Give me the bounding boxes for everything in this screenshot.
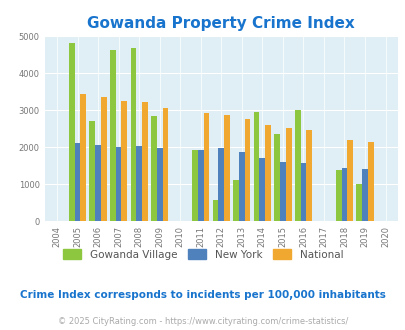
Bar	[259, 157, 264, 221]
Bar	[300, 163, 305, 221]
Bar	[341, 168, 347, 221]
Title: Gowanda Property Crime Index: Gowanda Property Crime Index	[87, 16, 354, 31]
Bar	[305, 130, 311, 221]
Bar	[121, 101, 127, 221]
Bar	[279, 162, 285, 221]
Bar	[218, 148, 224, 221]
Bar	[264, 125, 270, 221]
Bar	[347, 140, 352, 221]
Bar	[110, 50, 115, 221]
Bar	[192, 150, 197, 221]
Bar	[203, 113, 209, 221]
Bar	[335, 171, 341, 221]
Bar	[95, 145, 101, 221]
Bar	[80, 94, 86, 221]
Bar	[361, 169, 367, 221]
Bar	[224, 115, 229, 221]
Bar	[197, 150, 203, 221]
Bar	[162, 108, 168, 221]
Bar	[238, 152, 244, 221]
Bar	[136, 147, 142, 221]
Bar	[69, 43, 75, 221]
Text: Crime Index corresponds to incidents per 100,000 inhabitants: Crime Index corresponds to incidents per…	[20, 290, 385, 300]
Bar	[212, 200, 218, 221]
Bar	[356, 184, 361, 221]
Bar	[367, 142, 373, 221]
Bar	[156, 148, 162, 221]
Bar	[285, 128, 291, 221]
Bar	[294, 110, 300, 221]
Text: © 2025 CityRating.com - https://www.cityrating.com/crime-statistics/: © 2025 CityRating.com - https://www.city…	[58, 317, 347, 326]
Bar	[142, 102, 147, 221]
Legend: Gowanda Village, New York, National: Gowanda Village, New York, National	[58, 245, 347, 264]
Bar	[244, 119, 250, 221]
Bar	[232, 180, 238, 221]
Bar	[101, 97, 107, 221]
Bar	[89, 121, 95, 221]
Bar	[151, 116, 156, 221]
Bar	[115, 147, 121, 221]
Bar	[75, 143, 80, 221]
Bar	[253, 112, 259, 221]
Bar	[130, 48, 136, 221]
Bar	[274, 134, 279, 221]
